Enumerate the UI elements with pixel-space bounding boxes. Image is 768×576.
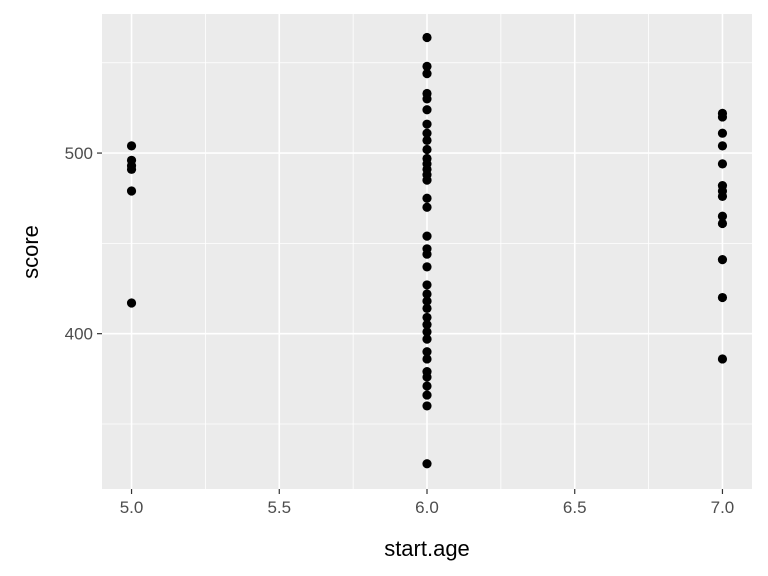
data-point — [422, 105, 432, 115]
data-point — [422, 262, 432, 272]
data-point — [126, 298, 137, 308]
data-point — [422, 372, 432, 382]
data-point — [126, 164, 137, 174]
data-point — [126, 141, 137, 151]
data-point — [422, 320, 432, 330]
data-point — [422, 94, 432, 104]
data-point — [717, 191, 728, 202]
data-point — [422, 249, 432, 259]
x-axis-ticks: 5.0 5.5 6.0 6.5 7.0 — [120, 489, 735, 517]
y-axis-ticks: 400 500 — [65, 144, 102, 344]
x-tick-label: 5.5 — [267, 498, 291, 517]
data-point — [422, 202, 432, 212]
data-point — [422, 390, 432, 400]
data-point — [422, 401, 432, 411]
data-point — [422, 327, 432, 337]
data-point — [717, 255, 728, 265]
data-point — [422, 334, 432, 344]
data-point — [422, 119, 432, 129]
data-point — [422, 61, 432, 71]
data-point — [422, 231, 432, 241]
y-tick-label: 400 — [65, 325, 93, 344]
data-point — [422, 280, 432, 290]
y-axis-title: score — [18, 225, 43, 279]
data-point — [422, 175, 432, 185]
data-point — [422, 135, 432, 146]
data-point — [717, 218, 728, 229]
data-point — [717, 112, 728, 122]
data-point — [422, 289, 432, 299]
data-point — [422, 128, 432, 138]
data-point — [422, 193, 432, 203]
data-point — [717, 292, 728, 303]
data-point — [717, 128, 728, 138]
x-tick-label: 7.0 — [711, 498, 735, 517]
data-point — [422, 296, 432, 306]
data-point — [422, 32, 432, 43]
data-point — [422, 354, 432, 364]
data-point — [717, 141, 728, 151]
data-point — [422, 303, 432, 313]
data-points — [126, 32, 728, 469]
data-point — [422, 144, 432, 155]
x-axis-title: start.age — [384, 536, 470, 561]
x-tick-label: 6.5 — [563, 498, 587, 517]
x-tick-label: 6.0 — [415, 498, 439, 517]
data-point — [126, 186, 137, 196]
data-point — [717, 211, 728, 221]
data-point — [717, 159, 728, 169]
x-tick-label: 5.0 — [120, 498, 144, 517]
data-point — [422, 347, 432, 357]
data-point — [422, 312, 432, 323]
data-point — [422, 69, 432, 79]
data-point — [422, 381, 432, 391]
data-point — [717, 354, 728, 364]
y-tick-label: 500 — [65, 144, 93, 163]
data-point — [422, 459, 432, 469]
